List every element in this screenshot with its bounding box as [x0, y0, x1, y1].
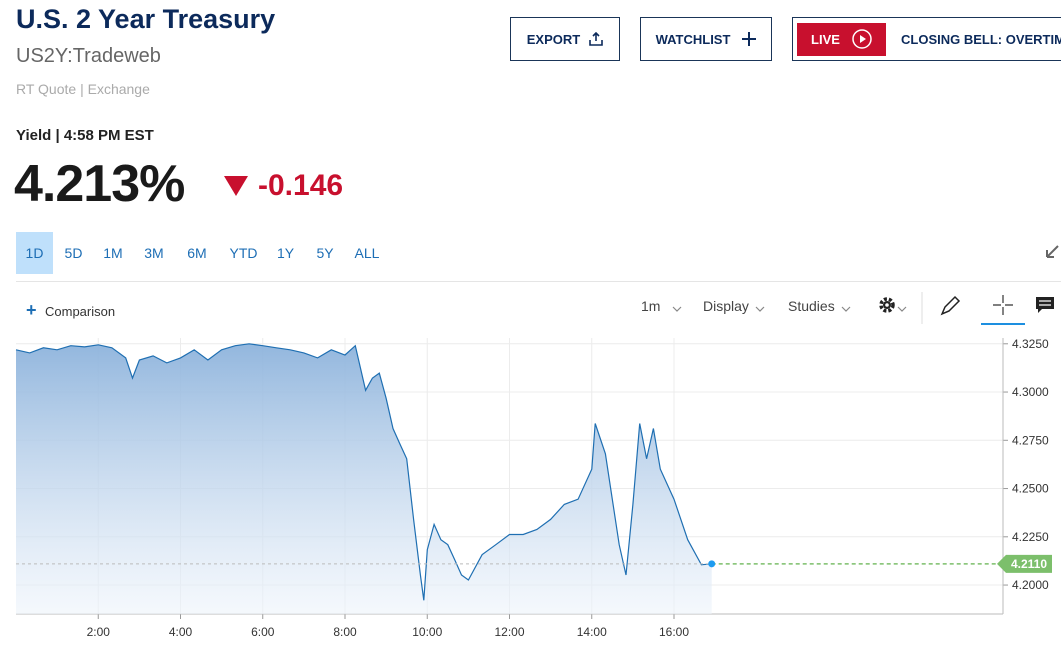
- export-button[interactable]: EXPORT: [510, 17, 620, 61]
- price-change: -0.146: [258, 169, 344, 202]
- studies-menu[interactable]: Studies: [788, 298, 835, 314]
- active-underline: [981, 323, 1025, 325]
- live-banner[interactable]: LIVE CLOSING BELL: OVERTIME: [792, 17, 1061, 61]
- area-fill: [16, 343, 712, 614]
- interval-select[interactable]: 1m: [641, 298, 661, 314]
- x-tick-label: 10:00: [412, 625, 442, 639]
- last-point: [708, 560, 716, 568]
- crosshair-icon[interactable]: [993, 295, 1013, 315]
- quote-source: RT Quote | Exchange: [16, 81, 150, 97]
- range-tab[interactable]: 5D: [64, 245, 83, 261]
- x-tick-label: 4:00: [169, 625, 193, 639]
- range-tab[interactable]: ALL: [354, 245, 380, 261]
- watchlist-button[interactable]: WATCHLIST: [640, 17, 772, 61]
- range-tab[interactable]: 1D: [16, 232, 53, 274]
- range-tab[interactable]: 3M: [144, 245, 164, 261]
- y-tick-label: 4.2250: [1012, 530, 1049, 544]
- y-tick-label: 4.3250: [1012, 337, 1049, 351]
- live-badge: LIVE: [797, 22, 886, 56]
- x-tick-label: 12:00: [494, 625, 524, 639]
- last-value-tag: [997, 554, 1052, 573]
- y-tick-label: 4.2500: [1012, 482, 1049, 496]
- pencil-icon[interactable]: [940, 295, 961, 316]
- quote-label: Yield | 4:58 PM EST: [16, 127, 154, 144]
- range-tab[interactable]: 5Y: [316, 245, 334, 261]
- title: U.S. 2 Year Treasury: [16, 4, 276, 34]
- range-tab[interactable]: 1M: [103, 245, 123, 261]
- divider: [16, 281, 1061, 282]
- last-price: 4.213%: [14, 155, 185, 213]
- plus-icon: [742, 32, 757, 46]
- y-tick-label: 4.3000: [1012, 385, 1049, 399]
- symbol: US2Y:Tradeweb: [16, 45, 161, 67]
- range-tab[interactable]: 6M: [187, 245, 207, 261]
- display-menu[interactable]: Display: [703, 298, 749, 314]
- last-value-label: 4.2110: [1011, 557, 1047, 571]
- comparison-button[interactable]: Comparison: [45, 304, 116, 319]
- x-tick-label: 6:00: [251, 625, 275, 639]
- x-tick-label: 8:00: [333, 625, 357, 639]
- expand-icon[interactable]: [1044, 240, 1061, 260]
- play-icon: [852, 29, 872, 49]
- live-text: CLOSING BELL: OVERTIME: [901, 31, 1061, 47]
- x-tick-label: 2:00: [87, 625, 111, 639]
- gear-icon[interactable]: [879, 297, 895, 313]
- button-label: WATCHLIST: [655, 31, 731, 47]
- button-label: EXPORT: [526, 31, 581, 47]
- range-tab[interactable]: 1Y: [276, 245, 295, 261]
- range-tab[interactable]: YTD: [229, 245, 258, 261]
- export-icon: [589, 32, 604, 46]
- toolbar-icons: [672, 292, 1054, 325]
- down-arrow: [224, 176, 248, 196]
- comparison-plus[interactable]: +: [26, 300, 37, 320]
- live-label: LIVE: [811, 31, 840, 47]
- x-tick-label: 14:00: [577, 625, 607, 639]
- price-line: [15, 343, 712, 601]
- x-tick-label: 16:00: [659, 625, 689, 639]
- y-tick-label: 4.2000: [1012, 578, 1049, 592]
- y-tick-label: 4.2750: [1012, 433, 1049, 447]
